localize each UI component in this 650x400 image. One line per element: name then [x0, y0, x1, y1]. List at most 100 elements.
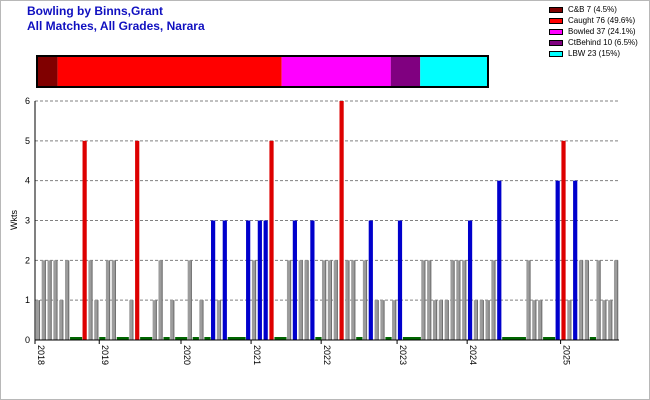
bar — [263, 220, 268, 340]
x-tick-label: 2018 — [36, 345, 46, 365]
stack-segment-caught — [57, 56, 282, 87]
bar — [368, 220, 373, 340]
legend-label-lbw: LBW 23 (15%) — [568, 49, 621, 58]
y-tick-label: 6 — [25, 96, 30, 106]
bar-zero — [233, 337, 240, 340]
bar — [339, 101, 344, 340]
y-tick-label: 2 — [25, 255, 30, 265]
bar-zero — [402, 337, 410, 340]
bar — [450, 260, 455, 340]
bar-zero — [315, 337, 322, 340]
bar-zero — [508, 337, 515, 340]
x-tick-label: 2024 — [468, 345, 478, 365]
bar — [269, 140, 274, 340]
bar — [613, 260, 619, 340]
bar — [491, 260, 496, 340]
bar — [53, 260, 58, 340]
chart-subtitle: All Matches, All Grades, Narara — [27, 19, 205, 33]
legend-swatch-cb — [549, 6, 563, 13]
legend-label-cb: C&B 7 (4.5%) — [568, 5, 617, 14]
legend-label-caught: Caught 76 (49.6%) — [568, 16, 636, 25]
bar — [602, 300, 607, 340]
bar — [170, 300, 175, 340]
bar — [216, 300, 222, 340]
bar — [321, 260, 327, 340]
legend: C&B 7 (4.5%) Caught 76 (49.6%) Bowled 37… — [549, 4, 638, 59]
bar — [462, 260, 467, 340]
bar — [199, 300, 204, 340]
bar — [584, 260, 589, 340]
bar — [292, 220, 297, 340]
bar — [47, 260, 52, 340]
bar-zero — [227, 337, 234, 340]
bar — [187, 260, 192, 340]
bar — [608, 300, 613, 340]
legend-item-cb: C&B 7 (4.5%) — [549, 4, 638, 15]
bar — [485, 300, 490, 340]
y-tick-label: 5 — [25, 136, 30, 146]
bar — [82, 140, 87, 340]
bar-zero — [140, 337, 147, 340]
bar — [298, 260, 303, 340]
bar — [392, 300, 397, 340]
bar — [59, 300, 64, 340]
legend-swatch-bowled — [549, 28, 563, 35]
bar — [497, 180, 502, 340]
legend-swatch-lbw — [549, 50, 563, 57]
bar — [158, 260, 163, 340]
bar-zero — [204, 337, 211, 340]
bar-zero — [239, 337, 246, 340]
bar-zero — [385, 337, 392, 340]
x-tick-label: 2025 — [562, 345, 572, 365]
bar-zero — [99, 337, 106, 340]
bar — [532, 300, 537, 340]
bar — [333, 260, 338, 340]
bar — [467, 220, 473, 340]
y-tick-label: 4 — [25, 176, 30, 186]
legend-label-ctbehind: CtBehind 10 (6.5%) — [568, 38, 638, 47]
bar — [152, 300, 157, 340]
bar — [427, 260, 432, 340]
bar-zero — [175, 337, 182, 340]
x-tick-label: 2020 — [182, 345, 192, 365]
bar — [473, 300, 479, 340]
bar — [456, 260, 461, 340]
bar-zero — [280, 337, 287, 340]
bar — [578, 260, 584, 340]
bar-zero — [122, 337, 129, 340]
bar — [94, 300, 99, 340]
legend-item-caught: Caught 76 (49.6%) — [549, 15, 638, 26]
bar-zero — [75, 337, 83, 340]
bar — [362, 260, 368, 340]
stack-segment-bowled — [281, 56, 391, 87]
x-tick-label: 2021 — [252, 345, 262, 365]
bar — [438, 300, 443, 340]
y-axis-label: Wkts — [9, 210, 19, 230]
bar-zero — [548, 337, 556, 340]
bar — [35, 300, 41, 340]
x-tick-label: 2022 — [322, 345, 332, 365]
bar — [41, 260, 46, 340]
legend-swatch-ctbehind — [549, 39, 563, 46]
bar — [111, 260, 116, 340]
bar — [327, 260, 333, 340]
bar — [526, 260, 531, 340]
x-tick-label: 2019 — [100, 345, 110, 365]
legend-item-lbw: LBW 23 (15%) — [549, 48, 638, 59]
y-tick-label: 0 — [25, 335, 30, 345]
bar-zero — [274, 337, 281, 340]
stack-segment-cb — [37, 56, 58, 87]
bar — [88, 260, 93, 340]
bar-zero — [408, 337, 415, 340]
bar — [65, 260, 70, 340]
bar — [345, 260, 350, 340]
legend-item-bowled: Bowled 37 (24.1%) — [549, 26, 638, 37]
bar — [432, 300, 438, 340]
bar — [561, 140, 566, 340]
bar — [397, 220, 403, 340]
bar — [222, 220, 227, 340]
bar — [555, 180, 560, 340]
bar — [304, 260, 309, 340]
bar — [246, 220, 251, 340]
